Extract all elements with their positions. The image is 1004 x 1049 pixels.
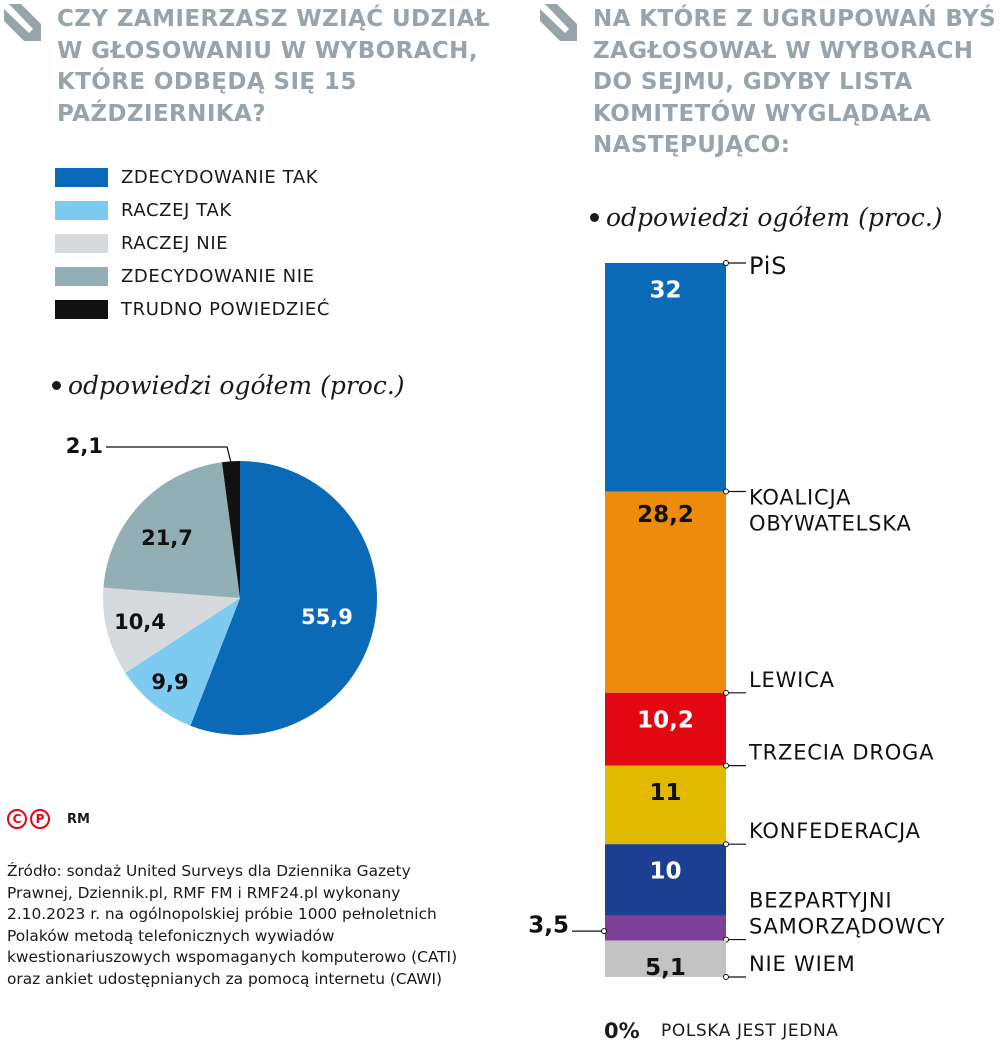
bar-value-label: 3,5: [528, 913, 569, 939]
credit-line: C P RM: [7, 809, 90, 829]
source-note: Źródło: sondaż United Surveys dla Dzienn…: [7, 862, 458, 988]
bar-segment: [605, 844, 726, 916]
bar-name-line: BEZPARTYJNI: [749, 889, 892, 913]
bar-name-label: KOALICJA OBYWATELSKA: [749, 485, 912, 535]
bar-segment: [605, 692, 726, 766]
publicity-icon: P: [30, 809, 50, 829]
bar-value-label: 5,1: [645, 955, 686, 981]
stacked-bar-chart: 32 PiS 28,2 KOALICJA OBYWATELSKA 10,2 LEWICA 11…: [528, 252, 945, 981]
legend-item: ZDECYDOWANIE NIE: [55, 260, 330, 293]
bullet-dot: [590, 213, 599, 222]
bar-value-label: 10: [649, 859, 681, 885]
zero-percent-label: 0%: [604, 1019, 640, 1043]
pie-slice-label: 55,9: [301, 605, 353, 629]
pie-slice: [125, 598, 240, 726]
legend-item: RACZEJ NIE: [55, 227, 330, 260]
bar-name-line: SAMORZĄDOWCY: [749, 915, 945, 939]
pie-legend: ZDECYDOWANIE TAK RACZEJ TAK RACZEJ NIE Z…: [55, 161, 330, 326]
arrow-down-right-icon: [540, 4, 577, 41]
bar-value-label: 32: [649, 278, 681, 304]
legend-label: RACZEJ TAK: [121, 200, 232, 221]
bar-name-label: LEWICA: [749, 668, 835, 692]
bar-connector-dot: [723, 974, 729, 980]
pie-slice: [102, 587, 240, 673]
bar-name-label: PiS: [749, 252, 787, 280]
bar-subtitle-text: odpowiedzi ogółem (proc.): [606, 203, 943, 232]
bar-segment: [605, 491, 726, 693]
arrow-down-right-icon: [4, 4, 41, 41]
pie-leader-line: [106, 446, 232, 464]
pie-slice-label: 21,7: [141, 526, 193, 550]
legend-label: TRUDNO POWIEDZIEĆ: [121, 299, 331, 320]
pie-chart: 55,9 9,9 10,4 21,7 2,1: [66, 434, 377, 735]
bar-connector-dot: [723, 488, 729, 495]
pie-slice-label: 2,1: [66, 434, 103, 458]
legend-item: ZDECYDOWANIE TAK: [55, 161, 330, 194]
bar-segment: [605, 940, 726, 977]
legend-label: ZDECYDOWANIE TAK: [121, 167, 319, 188]
author-initials: RM: [67, 811, 90, 827]
bar-connector-dot: [723, 841, 729, 848]
bar-segment: [605, 765, 726, 845]
bar-segment: [605, 915, 726, 941]
bar-connector-dot: [723, 762, 729, 769]
bar-value-label: 28,2: [637, 502, 694, 528]
legend-label: ZDECYDOWANIE NIE: [121, 266, 315, 287]
bar-value-label: 10,2: [637, 707, 694, 733]
bar-name-label: BEZPARTYJNI SAMORZĄDOWCY: [749, 889, 945, 939]
bullet-dot: [52, 381, 61, 390]
legend-swatch: [55, 201, 108, 220]
copyright-icon: C: [7, 809, 27, 829]
arrow-shape: [4, 4, 41, 41]
bar-name-line: KOALICJA: [749, 485, 851, 509]
pie-subtitle: odpowiedzi ogółem (proc.): [52, 371, 405, 400]
legend-swatch: [55, 234, 108, 253]
pie-slice-label: 9,9: [151, 670, 188, 694]
legend-swatch: [55, 300, 108, 319]
right-question-title: NA KTÓRE Z UGRUPOWAŃ BYŚ ZAGŁOSOWAŁ W WY…: [593, 6, 997, 158]
bar-name-label: TRZECIA DROGA: [748, 741, 934, 765]
legend-item: RACZEJ TAK: [55, 194, 330, 227]
left-question-title: CZY ZAMIERZASZ WZIĄĆ UDZIAŁ W GŁOSOWANIU…: [57, 6, 490, 127]
arrow-shape: [540, 4, 577, 41]
bar-leader-dot: [601, 928, 607, 935]
bar-segment: [605, 263, 726, 492]
bar-name-line: OBYWATELSKA: [749, 511, 912, 535]
bar-name-label: KONFEDERACJA: [749, 819, 921, 843]
bar-value-label: 11: [649, 780, 681, 806]
legend-swatch: [55, 267, 108, 286]
pie-slice-label: 10,4: [114, 610, 166, 634]
pie-subtitle-text: odpowiedzi ogółem (proc.): [68, 371, 405, 400]
bar-name-label: NIE WIEM: [749, 952, 856, 976]
bar-connector-dot: [723, 689, 729, 696]
legend-item: TRUDNO POWIEDZIEĆ: [55, 293, 330, 326]
legend-label: RACZEJ NIE: [121, 233, 229, 254]
legend-swatch: [55, 168, 108, 187]
pie-slice: [103, 462, 241, 598]
footnote-label: POLSKA JEST JEDNA: [661, 1021, 839, 1041]
pie-slice: [190, 461, 377, 735]
pie-slice: [221, 461, 240, 598]
bar-subtitle: odpowiedzi ogółem (proc.): [590, 203, 943, 232]
bar-connector-dot: [723, 260, 729, 266]
